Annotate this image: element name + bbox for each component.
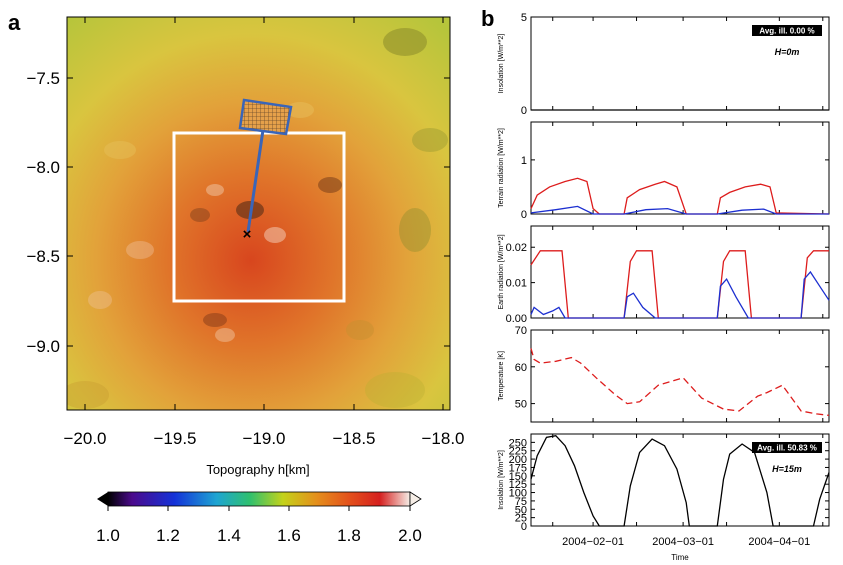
probe-grid-patch — [238, 98, 293, 136]
series-line — [530, 348, 830, 417]
subplot-frame — [530, 433, 830, 527]
panel-a-label: a — [8, 10, 21, 35]
x-axis-label: Time — [671, 553, 689, 562]
y-tick-label: 1 — [521, 155, 527, 167]
y-tick-label: 75 — [515, 496, 527, 508]
series-line — [530, 205, 829, 215]
illumination-badge-text: Avg. ill. 0.00 % — [759, 27, 814, 36]
y-tick-label: 50 — [515, 399, 527, 411]
y-axis-label: Earth radiation [W/m**2] — [498, 234, 505, 309]
panel-a-x-axis: −20.0 −19.5 −19.0 −18.5 −18.0 Topography… — [63, 17, 465, 477]
y-tick-label: 50 — [515, 504, 527, 516]
x-tick: −18.5 — [332, 429, 375, 448]
y-tick-label: 125 — [509, 479, 527, 491]
x-tick-label: 2004−02−01 — [562, 536, 624, 548]
colorbar: 1.0 1.2 1.4 1.6 1.8 2.0 — [96, 491, 422, 545]
subplot-frame — [530, 121, 830, 215]
series-line — [530, 177, 830, 215]
probe-line — [246, 129, 265, 233]
y-tick-label: 60 — [515, 362, 527, 374]
panel-b-label: b — [481, 6, 494, 31]
subplot-frame — [530, 329, 830, 423]
x-tick: −18.0 — [421, 429, 464, 448]
y-tick-label: 0.02 — [506, 242, 527, 254]
y-tick-label: 25 — [515, 513, 527, 525]
y-axis-label: Terrain radiation [W/m**2] — [498, 128, 505, 208]
illumination-badge-text: Avg. ill. 50.83 % — [757, 444, 817, 453]
y-axis-label: Insolation [W/m**2] — [498, 34, 505, 94]
colorbar-tick: 1.6 — [277, 526, 301, 545]
y-tick-label: 175 — [509, 462, 527, 474]
point-marker: × — [243, 226, 252, 243]
y-tick-label: 150 — [509, 471, 527, 483]
y-tick-label: 5 — [521, 12, 527, 24]
y-tick-label: 250 — [509, 437, 527, 449]
y-axis-label: Insolation [W/m**2] — [498, 450, 505, 510]
height-note: H=0m — [775, 47, 800, 57]
colorbar-tick: 1.8 — [337, 526, 361, 545]
y-tick-label: 0 — [521, 521, 527, 533]
illumination-badge — [752, 25, 822, 36]
y-tick: −8.0 — [26, 158, 60, 177]
series-line — [530, 270, 830, 319]
x-tick: −19.0 — [242, 429, 285, 448]
colorbar-tick: 1.0 — [96, 526, 120, 545]
y-tick-label: 0 — [521, 209, 527, 221]
x-tick: −19.5 — [153, 429, 196, 448]
colorbar-tick: 1.2 — [156, 526, 180, 545]
y-tick-label: 0.01 — [506, 278, 527, 290]
y-tick: −8.5 — [26, 247, 60, 266]
height-note: H=15m — [772, 464, 802, 474]
time-series-panels: 0 5 Insolation [W/m**2] Avg. ill. 0.00 % H=0… — [498, 12, 830, 562]
panel-a-y-axis: −7.5 −8.0 −8.5 −9.0 — [26, 69, 450, 356]
map-frame — [66, 16, 451, 411]
y-axis-label: Temperature [K] — [498, 351, 505, 401]
x-tick: −20.0 — [63, 429, 106, 448]
y-tick: −9.0 — [26, 337, 60, 356]
x-tick-label: 2004−04−01 — [748, 536, 810, 548]
y-tick-label: 0 — [521, 105, 527, 117]
topography-map — [67, 17, 450, 410]
colorbar-tick: 2.0 — [398, 526, 422, 545]
study-area-box — [172, 131, 346, 303]
x-axis-label: Topography h[km] — [206, 462, 309, 477]
y-tick-label: 0.00 — [506, 313, 527, 325]
y-tick-label: 100 — [509, 488, 527, 500]
colorbar-tick: 1.4 — [217, 526, 241, 545]
y-tick-label: 200 — [509, 454, 527, 466]
series-line — [530, 434, 830, 527]
illumination-badge — [752, 442, 822, 453]
subplot-frame — [530, 225, 830, 319]
x-tick-label: 2004−03−01 — [652, 536, 714, 548]
y-tick-label: 70 — [515, 325, 527, 337]
y-tick: −7.5 — [26, 69, 60, 88]
y-tick-label: 225 — [509, 446, 527, 458]
series-line — [530, 250, 829, 319]
